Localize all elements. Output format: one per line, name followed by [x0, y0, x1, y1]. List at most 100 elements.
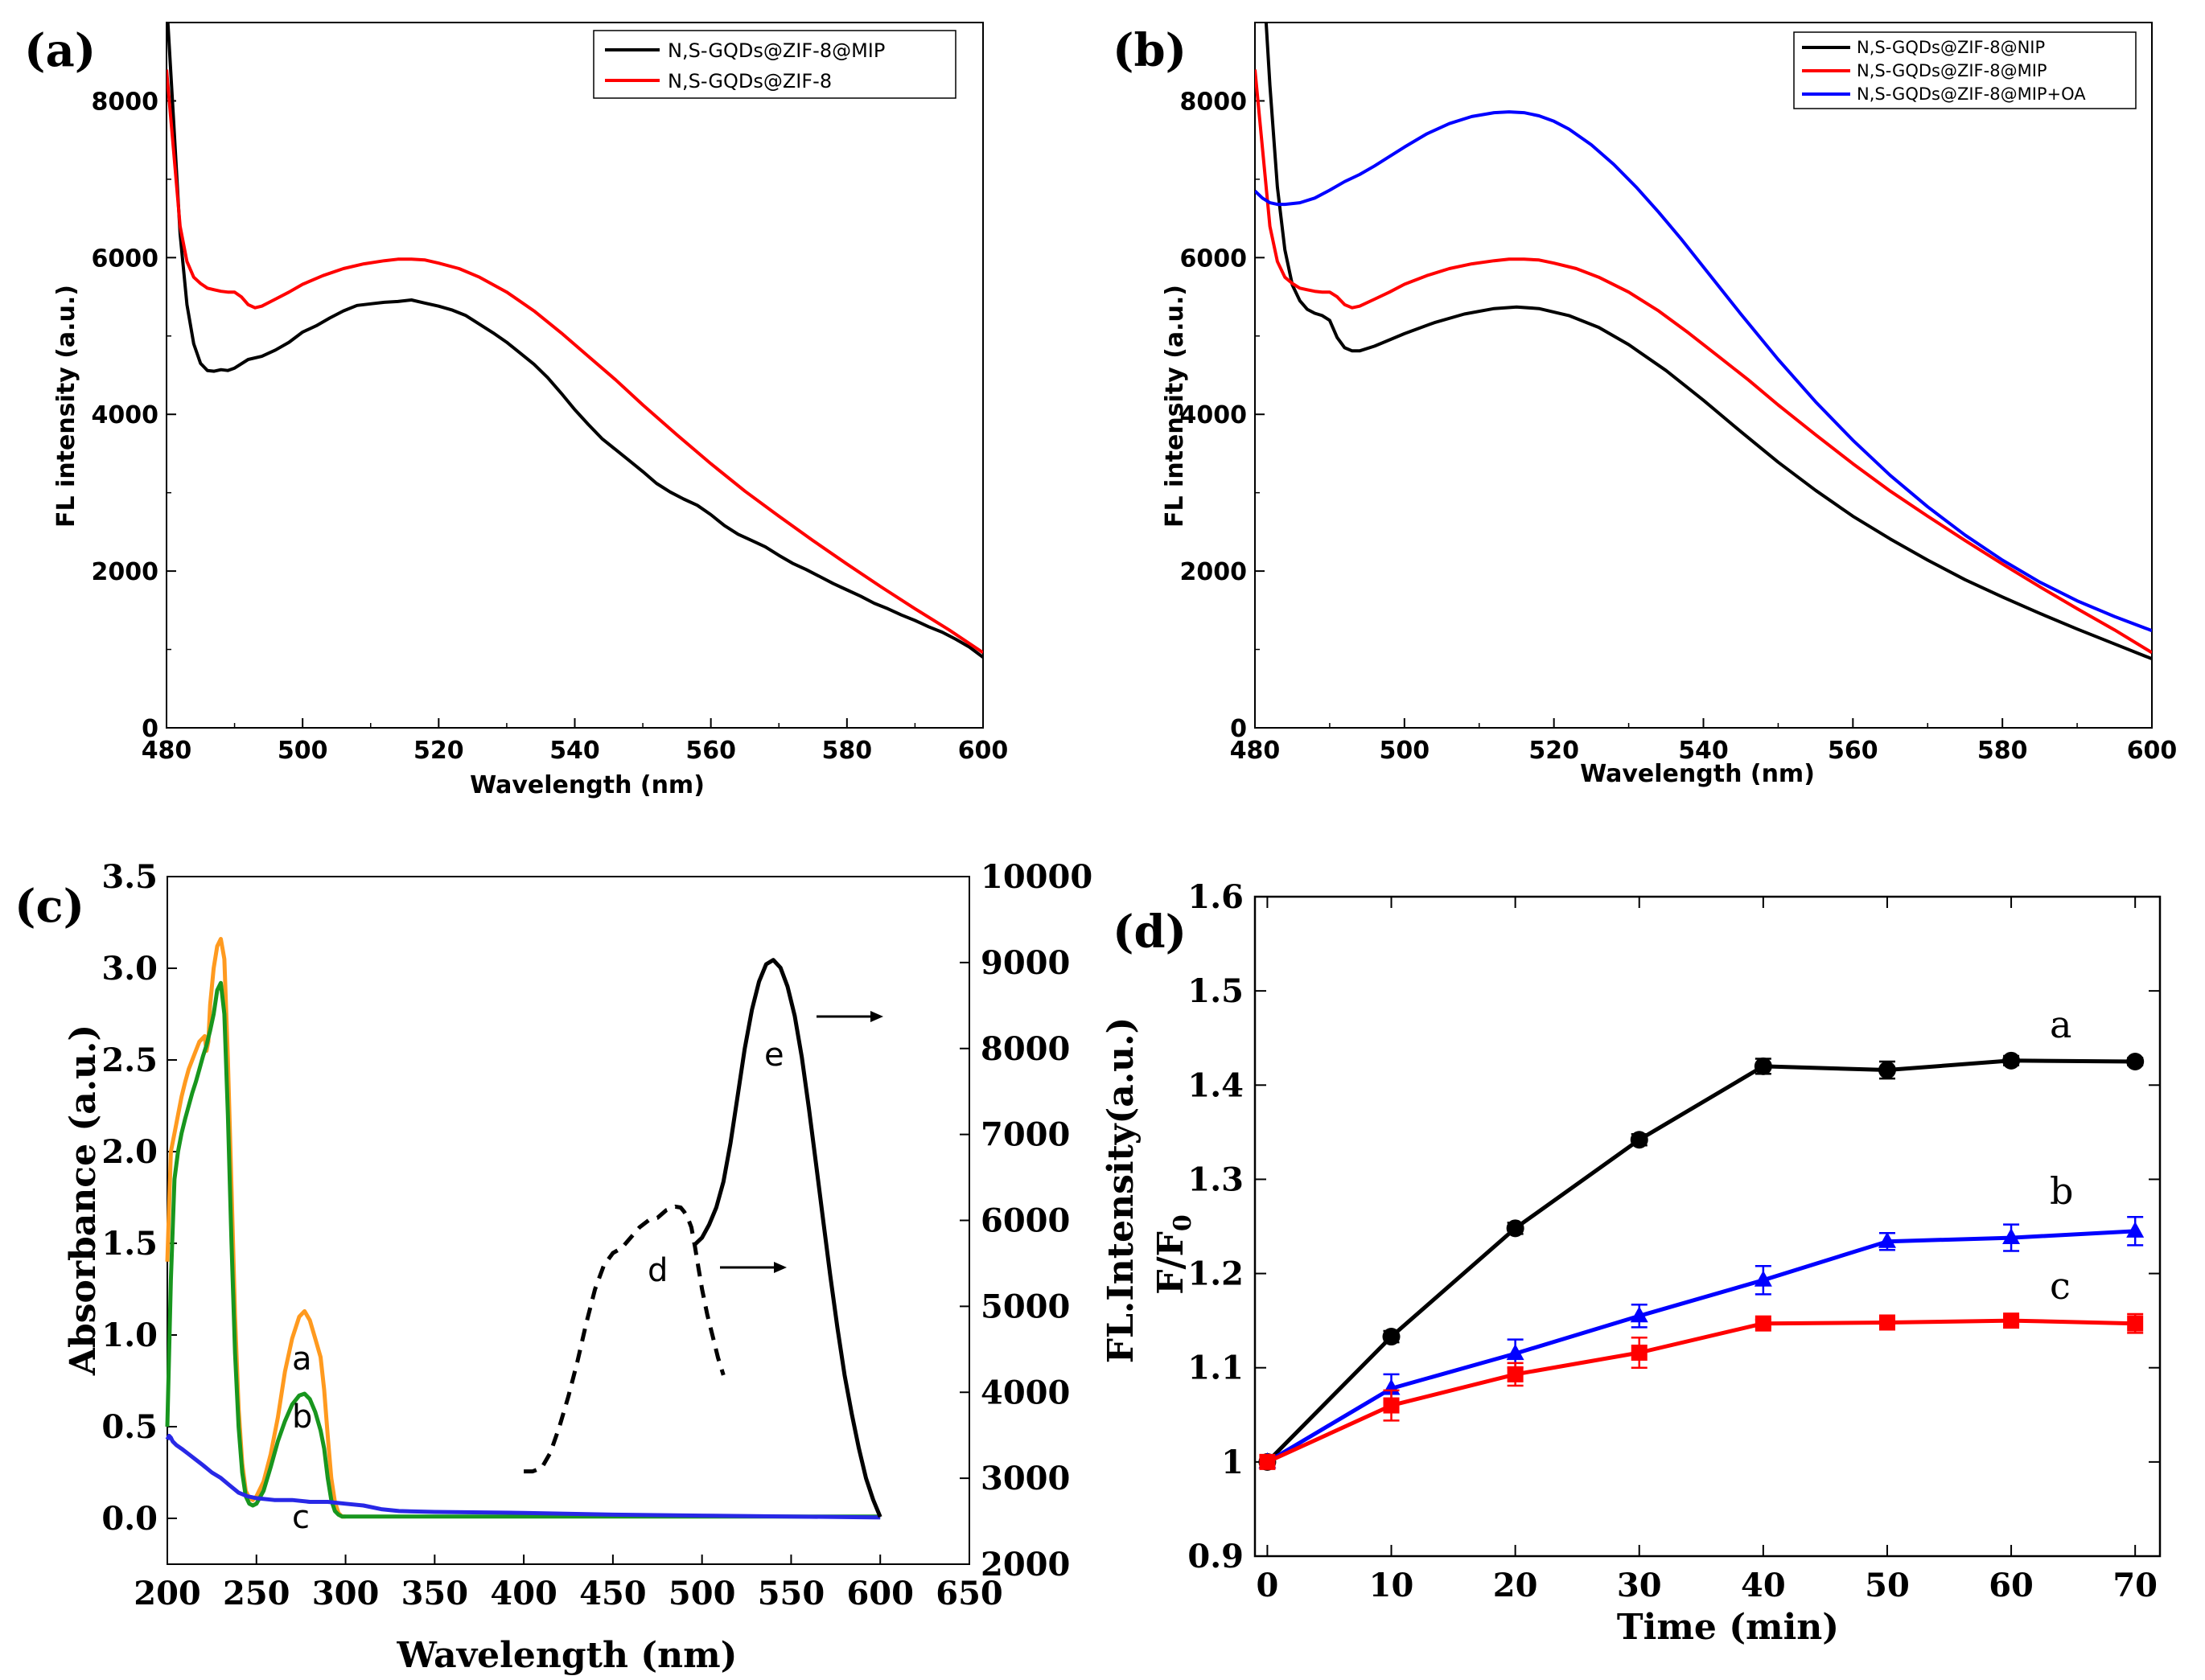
panel-d-point-a [1506, 1219, 1524, 1238]
panel-a-xtick-label: 560 [685, 737, 736, 765]
panel-b-legend: N,S-GQDs@ZIF-8@NIP N,S-GQDs@ZIF-8@MIP N,… [1793, 31, 2137, 109]
panel-d-point-c [1259, 1453, 1276, 1470]
panel-d-point-c [1631, 1344, 1648, 1361]
panel-a-ytick-label: 2000 [92, 558, 159, 586]
panel-d-label: (d) [1113, 906, 1187, 959]
panel-b-xlabel: Wavelength (nm) [1580, 760, 1815, 788]
panel-c-arrow-d-head [774, 1262, 787, 1273]
panel-c-xtick-label: 500 [668, 1575, 736, 1612]
panel-d-xtick-label: 60 [1989, 1567, 2034, 1604]
panel-c-series-line-e [693, 958, 882, 1518]
panel-b-ylabel: FL intensity (a.u.) [1161, 285, 1189, 528]
panel-a-xtick-label: 580 [822, 737, 873, 765]
panel-d-ytick-label: 1.2 [1187, 1255, 1244, 1293]
panel-b-xtick-label: 600 [2127, 737, 2178, 765]
panel-b-xtick-label: 580 [1977, 737, 2028, 765]
panel-c-xtick-label: 650 [936, 1575, 1003, 1612]
panel-a-ylabel: FL intensity (a.u.) [52, 285, 80, 528]
panel-c-curve-label-a: a [292, 1341, 312, 1378]
panel-a-legend-label-zif: N,S-GQDs@ZIF-8 [668, 70, 832, 92]
panel-c-xtick-label: 300 [312, 1575, 380, 1612]
panel-d-point-a [2126, 1053, 2145, 1070]
panel-b-series-line-1 [1255, 69, 2152, 655]
panel-d-point-c [2003, 1312, 2020, 1329]
panel-a-xtick-label: 600 [958, 737, 1009, 765]
panel-d-ytick-label: 1.4 [1187, 1066, 1244, 1104]
panel-c-curve-label-e: e [764, 1037, 784, 1074]
panel-d-point-c [1507, 1366, 1524, 1382]
panel-a-legend-label-mip: N,S-GQDs@ZIF-8@MIP [668, 39, 885, 62]
panel-d-point-b [1754, 1270, 1772, 1287]
panel-d-point-a [1382, 1328, 1401, 1346]
panel-a-legend: N,S-GQDs@ZIF-8@MIP N,S-GQDs@ZIF-8 [593, 30, 956, 99]
panel-b-ytick-label: 4000 [1180, 401, 1248, 429]
panel-c-plot-frame [167, 876, 970, 1565]
panel-c-arrow-e [817, 1011, 883, 1022]
panel-c-ytick-label: 2.0 [101, 1133, 158, 1171]
panel-d-series-line-b [1266, 1229, 2136, 1464]
panel-a-xtick-label: 540 [549, 737, 600, 765]
panel-c-xlabel: Wavelength (nm) [397, 1635, 738, 1676]
panel-b-legend-label-nip: N,S-GQDs@ZIF-8@NIP [1857, 38, 2045, 57]
panel-b-ytick-label: 6000 [1180, 244, 1248, 273]
panel-a-xtick-label: 500 [278, 737, 328, 765]
panel-b-ytick-label: 0 [1230, 715, 1247, 743]
panel-a-legend-box [593, 30, 956, 99]
panel-d-series-line-c [1266, 1318, 2136, 1464]
panel-d-point-a [1630, 1131, 1648, 1149]
panel-b-series-line-0 [1264, 23, 2152, 661]
panel-c-series-line-b [165, 980, 881, 1519]
panel-d-point-b [1506, 1344, 1524, 1361]
panel-d-xtick-label: 10 [1369, 1567, 1414, 1604]
panel-c-ytick-label: 1.0 [101, 1316, 158, 1354]
panel-b-ytick-label: 2000 [1180, 558, 1248, 586]
panel-c-ylabel-right: FL.Intensity(a.u.) [1100, 1017, 1142, 1364]
panel-d-series-line-a [1265, 1058, 2136, 1464]
panel-b-legend-box [1793, 31, 2137, 109]
panel-b-series-line-2 [1255, 110, 2152, 633]
panel-b-xtick-label: 560 [1828, 737, 1878, 765]
panel-c-label: (c) [14, 880, 84, 933]
panel-d-ylabel: F/F0 [1150, 1214, 1197, 1294]
panel-d-xtick-label: 40 [1741, 1567, 1786, 1604]
panel-d-xtick-label: 20 [1493, 1567, 1538, 1604]
panel-a-xtick-label: 480 [142, 737, 192, 765]
panel-c-ytick-right-label: 4000 [981, 1374, 1070, 1411]
panel-b-plot-frame [1254, 22, 2153, 729]
panel-c-xtick-label: 200 [134, 1575, 201, 1612]
panel-a-series-line-0 [167, 23, 983, 659]
panel-d-ytick-label: 1.5 [1187, 972, 1244, 1010]
panel-a-ytick-label: 8000 [92, 88, 159, 116]
panel-d-ytick-label: 1.6 [1187, 878, 1244, 916]
panel-c-series-line-d [524, 1204, 726, 1474]
panel-c-ytick-label: 3.0 [101, 950, 158, 988]
panel-b-xtick-label: 540 [1678, 737, 1729, 765]
panel-a-xtick-label: 520 [413, 737, 464, 765]
panel-d-point-c [1878, 1314, 1895, 1331]
panel-c-ytick-right-label: 10000 [981, 858, 1092, 896]
panel-c-xtick-label: 550 [758, 1575, 825, 1612]
panel-c-ytick-label: 0.5 [101, 1408, 158, 1446]
panel-a-label: (a) [24, 24, 96, 77]
panel-d-xtick-label: 50 [1865, 1567, 1910, 1604]
panel-c-curve-label-d: d [648, 1252, 668, 1289]
panel-d-ytick-label: 1.1 [1187, 1349, 1244, 1387]
panel-c-ytick-right-label: 6000 [981, 1202, 1070, 1240]
panel-d-plot-frame [1253, 895, 2162, 1558]
panel-b-legend-label-oa: N,S-GQDs@ZIF-8@MIP+OA [1857, 84, 2086, 104]
panel-c-ylabel: Absorbance (a.u.) [63, 1025, 104, 1376]
panel-c-ytick-right-label: 5000 [981, 1288, 1070, 1325]
panel-c-ytick-right-label: 7000 [981, 1116, 1070, 1154]
panel-d-point-c [1755, 1315, 1771, 1332]
panel-d-point-b [1878, 1231, 1896, 1248]
panel-b-xtick-label: 480 [1230, 737, 1281, 765]
panel-c-arrow-d [720, 1262, 787, 1273]
panel-b-label: (b) [1113, 24, 1187, 77]
panel-b: (b) 480 500 520 540 560 580 600020004000600080… [1113, 22, 2178, 788]
panel-c-ytick-right-label: 3000 [981, 1460, 1070, 1497]
panel-d-curve-label-b: b [2050, 1169, 2073, 1213]
panel-d-point-b [2002, 1228, 2021, 1245]
panel-b-xtick-label: 500 [1380, 737, 1430, 765]
